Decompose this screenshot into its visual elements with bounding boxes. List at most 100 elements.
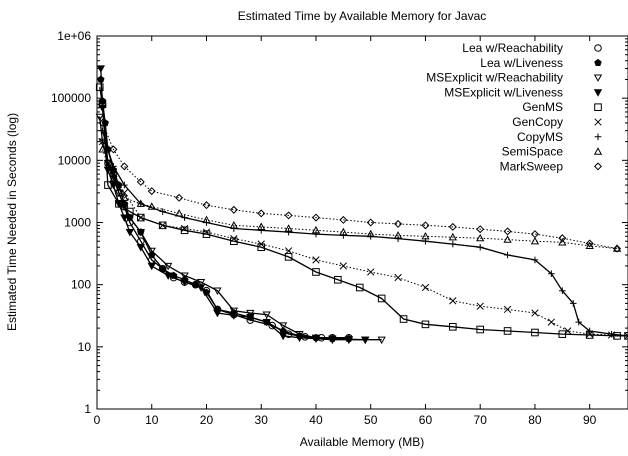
plot-frame bbox=[96, 35, 628, 410]
chart-title: Estimated Time by Available Memory for J… bbox=[238, 9, 487, 23]
data-point bbox=[569, 300, 577, 307]
data-point bbox=[257, 209, 266, 218]
data-point bbox=[285, 228, 292, 236]
data-point bbox=[213, 287, 222, 296]
data-point bbox=[196, 284, 206, 292]
series-group bbox=[95, 65, 628, 345]
data-point bbox=[196, 278, 206, 287]
data-point bbox=[366, 229, 375, 238]
data-point bbox=[559, 287, 566, 294]
data-point bbox=[613, 244, 622, 253]
data-point bbox=[344, 336, 353, 345]
x-tick-label: 10 bbox=[145, 413, 159, 427]
y-tick-label: 1e+06 bbox=[57, 29, 91, 43]
data-point bbox=[421, 231, 430, 240]
data-point bbox=[377, 294, 386, 303]
data-point bbox=[246, 309, 255, 318]
legend-label: MSExplicit w/Liveness bbox=[444, 85, 563, 99]
data-point bbox=[284, 224, 293, 232]
data-point bbox=[339, 227, 348, 236]
data-point bbox=[98, 145, 107, 153]
data-point bbox=[311, 213, 320, 222]
legend-label: Lea w/Liveness bbox=[480, 56, 563, 70]
axis-ticks: 0 10 20 30 40 50 60 70 80 90 1 10 100 1000 10000 100000… bbox=[51, 29, 628, 427]
y-tick-label: 100000 bbox=[51, 91, 91, 105]
data-point bbox=[136, 199, 145, 207]
data-point bbox=[476, 225, 485, 234]
data-point bbox=[99, 127, 106, 134]
y-tick-label: 10 bbox=[78, 340, 92, 354]
data-point bbox=[278, 322, 288, 330]
data-point bbox=[284, 211, 293, 220]
data-point bbox=[202, 215, 211, 224]
data-point bbox=[284, 247, 293, 255]
data-point bbox=[399, 315, 408, 323]
data-point bbox=[257, 222, 266, 231]
legend-label: MarkSweep bbox=[500, 159, 564, 173]
data-point bbox=[311, 335, 321, 344]
series-marksweep bbox=[98, 118, 622, 253]
data-point bbox=[202, 201, 211, 210]
data-point bbox=[328, 336, 337, 345]
data-point bbox=[120, 162, 129, 171]
x-tick-label: 80 bbox=[528, 413, 542, 427]
data-point bbox=[110, 163, 117, 170]
legend-marker bbox=[593, 89, 603, 97]
data-point bbox=[278, 332, 288, 341]
data-point bbox=[530, 230, 539, 239]
data-point bbox=[96, 65, 105, 73]
data-point bbox=[504, 251, 511, 259]
data-point bbox=[180, 278, 189, 287]
data-point bbox=[503, 327, 512, 335]
legend-marker bbox=[593, 162, 603, 171]
data-point bbox=[531, 256, 539, 264]
data-point bbox=[268, 321, 276, 330]
data-point bbox=[115, 199, 123, 208]
data-point bbox=[421, 320, 430, 329]
data-point bbox=[136, 177, 145, 186]
data-point bbox=[624, 332, 628, 340]
data-point bbox=[120, 189, 129, 197]
data-point bbox=[257, 226, 265, 234]
data-point bbox=[257, 240, 265, 248]
data-point bbox=[229, 307, 239, 316]
legend-marker bbox=[593, 74, 603, 82]
data-point bbox=[164, 272, 173, 280]
data-point bbox=[230, 234, 238, 243]
data-point bbox=[159, 208, 166, 215]
data-point bbox=[377, 336, 386, 345]
x-tick-label: 20 bbox=[200, 413, 214, 427]
data-point bbox=[312, 268, 320, 276]
data-point bbox=[121, 181, 128, 189]
data-point bbox=[394, 273, 402, 282]
data-point bbox=[136, 228, 145, 237]
data-point bbox=[202, 228, 211, 236]
legend-marker bbox=[594, 118, 602, 126]
y-tick-label: 1000 bbox=[64, 216, 91, 230]
data-point bbox=[137, 213, 145, 222]
legend-marker bbox=[594, 103, 602, 112]
data-point bbox=[558, 330, 567, 338]
data-point bbox=[449, 297, 457, 305]
data-point bbox=[624, 332, 628, 340]
data-point bbox=[476, 325, 484, 334]
data-point bbox=[136, 213, 145, 222]
data-point bbox=[295, 334, 304, 343]
data-point bbox=[448, 222, 457, 231]
data-point bbox=[174, 209, 184, 217]
data-point bbox=[136, 244, 145, 252]
x-tick-label: 0 bbox=[94, 413, 101, 427]
data-point bbox=[503, 235, 512, 243]
data-point bbox=[558, 237, 567, 246]
data-point bbox=[449, 323, 457, 331]
data-point bbox=[366, 218, 375, 227]
data-point bbox=[180, 224, 189, 233]
data-point bbox=[339, 215, 348, 224]
data-point bbox=[120, 193, 129, 201]
x-tick-label: 70 bbox=[474, 413, 488, 427]
data-point bbox=[476, 302, 484, 310]
data-point bbox=[98, 100, 107, 108]
data-point bbox=[284, 253, 293, 261]
data-point bbox=[126, 207, 134, 216]
legend-label: GenCopy bbox=[512, 115, 563, 129]
